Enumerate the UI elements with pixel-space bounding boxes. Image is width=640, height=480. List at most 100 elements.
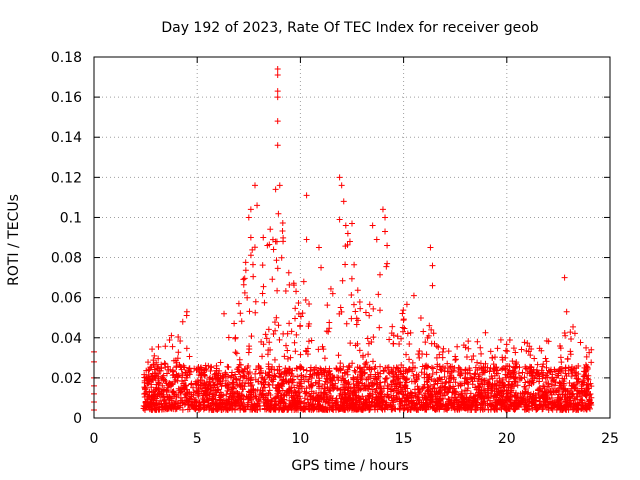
data-point [156, 401, 163, 408]
data-point [444, 368, 451, 375]
data-point [186, 353, 193, 360]
data-point [521, 374, 528, 381]
data-point [540, 382, 547, 389]
data-point [287, 376, 294, 383]
data-point [321, 390, 328, 397]
data-point [429, 370, 436, 377]
data-point [375, 291, 382, 298]
data-point [581, 371, 588, 378]
data-point [312, 379, 319, 386]
data-point [563, 405, 570, 412]
data-point [498, 384, 505, 391]
data-point [276, 336, 283, 343]
data-point [264, 371, 271, 378]
data-point [178, 374, 185, 381]
data-point [406, 401, 413, 408]
data-point [583, 391, 590, 398]
data-point [320, 346, 327, 353]
data-point [503, 397, 510, 404]
data-point [413, 371, 420, 378]
data-point [241, 289, 248, 296]
data-point [234, 366, 241, 373]
data-point [451, 406, 458, 413]
data-point [273, 385, 280, 392]
data-point [526, 379, 533, 386]
data-point [315, 346, 322, 353]
data-point [303, 385, 310, 392]
data-point [358, 375, 365, 382]
data-point [556, 396, 563, 403]
data-point [390, 340, 397, 347]
data-point [554, 372, 561, 379]
data-point [583, 344, 590, 351]
data-point [309, 382, 316, 389]
data-point [286, 320, 293, 327]
data-point [251, 182, 258, 189]
data-point [280, 330, 287, 337]
data-point [373, 394, 380, 401]
data-point [521, 339, 528, 346]
data-point [548, 391, 555, 398]
data-point [357, 365, 364, 372]
data-point [475, 382, 482, 389]
data-point [584, 381, 591, 388]
data-point [278, 254, 285, 261]
data-point [585, 376, 592, 383]
data-point [283, 378, 290, 385]
data-point [264, 242, 271, 249]
data-point [404, 391, 411, 398]
data-point [342, 391, 349, 398]
data-point [249, 261, 256, 268]
data-point [340, 405, 347, 412]
data-point [335, 405, 342, 412]
y-tick-label: 0.04 [51, 331, 82, 347]
data-point [384, 391, 391, 398]
data-point [496, 375, 503, 382]
data-point [360, 366, 367, 373]
data-point [341, 370, 348, 377]
data-point [329, 373, 336, 380]
data-point [487, 392, 494, 399]
data-point [521, 383, 528, 390]
data-point [456, 365, 463, 372]
data-point [316, 383, 323, 390]
data-point [256, 370, 263, 377]
data-point [524, 340, 531, 347]
data-point [297, 365, 304, 372]
data-point [336, 365, 343, 372]
x-tick-label: 5 [193, 431, 202, 447]
data-point [354, 364, 361, 371]
data-point [345, 379, 352, 386]
data-point [496, 389, 503, 396]
data-point [283, 342, 290, 349]
data-point [398, 361, 405, 368]
data-point [307, 364, 314, 371]
data-point [302, 373, 309, 380]
data-point [400, 317, 407, 324]
data-point [281, 353, 288, 360]
data-point [508, 381, 515, 388]
data-point [212, 370, 219, 377]
data-point [337, 304, 344, 311]
data-point [505, 378, 512, 385]
data-point [267, 401, 274, 408]
data-point [481, 395, 488, 402]
data-point [469, 381, 476, 388]
data-point [155, 355, 162, 362]
data-point [429, 262, 436, 269]
data-point [545, 380, 552, 387]
data-point [545, 338, 552, 345]
data-point [512, 379, 519, 386]
data-point [241, 275, 248, 282]
y-axis-label: ROTI / TECUs [6, 194, 22, 286]
data-point [235, 300, 242, 307]
x-tick-label: 10 [291, 431, 309, 447]
data-point [400, 328, 407, 335]
data-point [247, 206, 254, 213]
data-point [568, 373, 575, 380]
data-point [488, 383, 495, 390]
data-point [284, 347, 291, 354]
data-point [419, 351, 426, 358]
data-point [300, 278, 307, 285]
data-point [332, 404, 339, 411]
